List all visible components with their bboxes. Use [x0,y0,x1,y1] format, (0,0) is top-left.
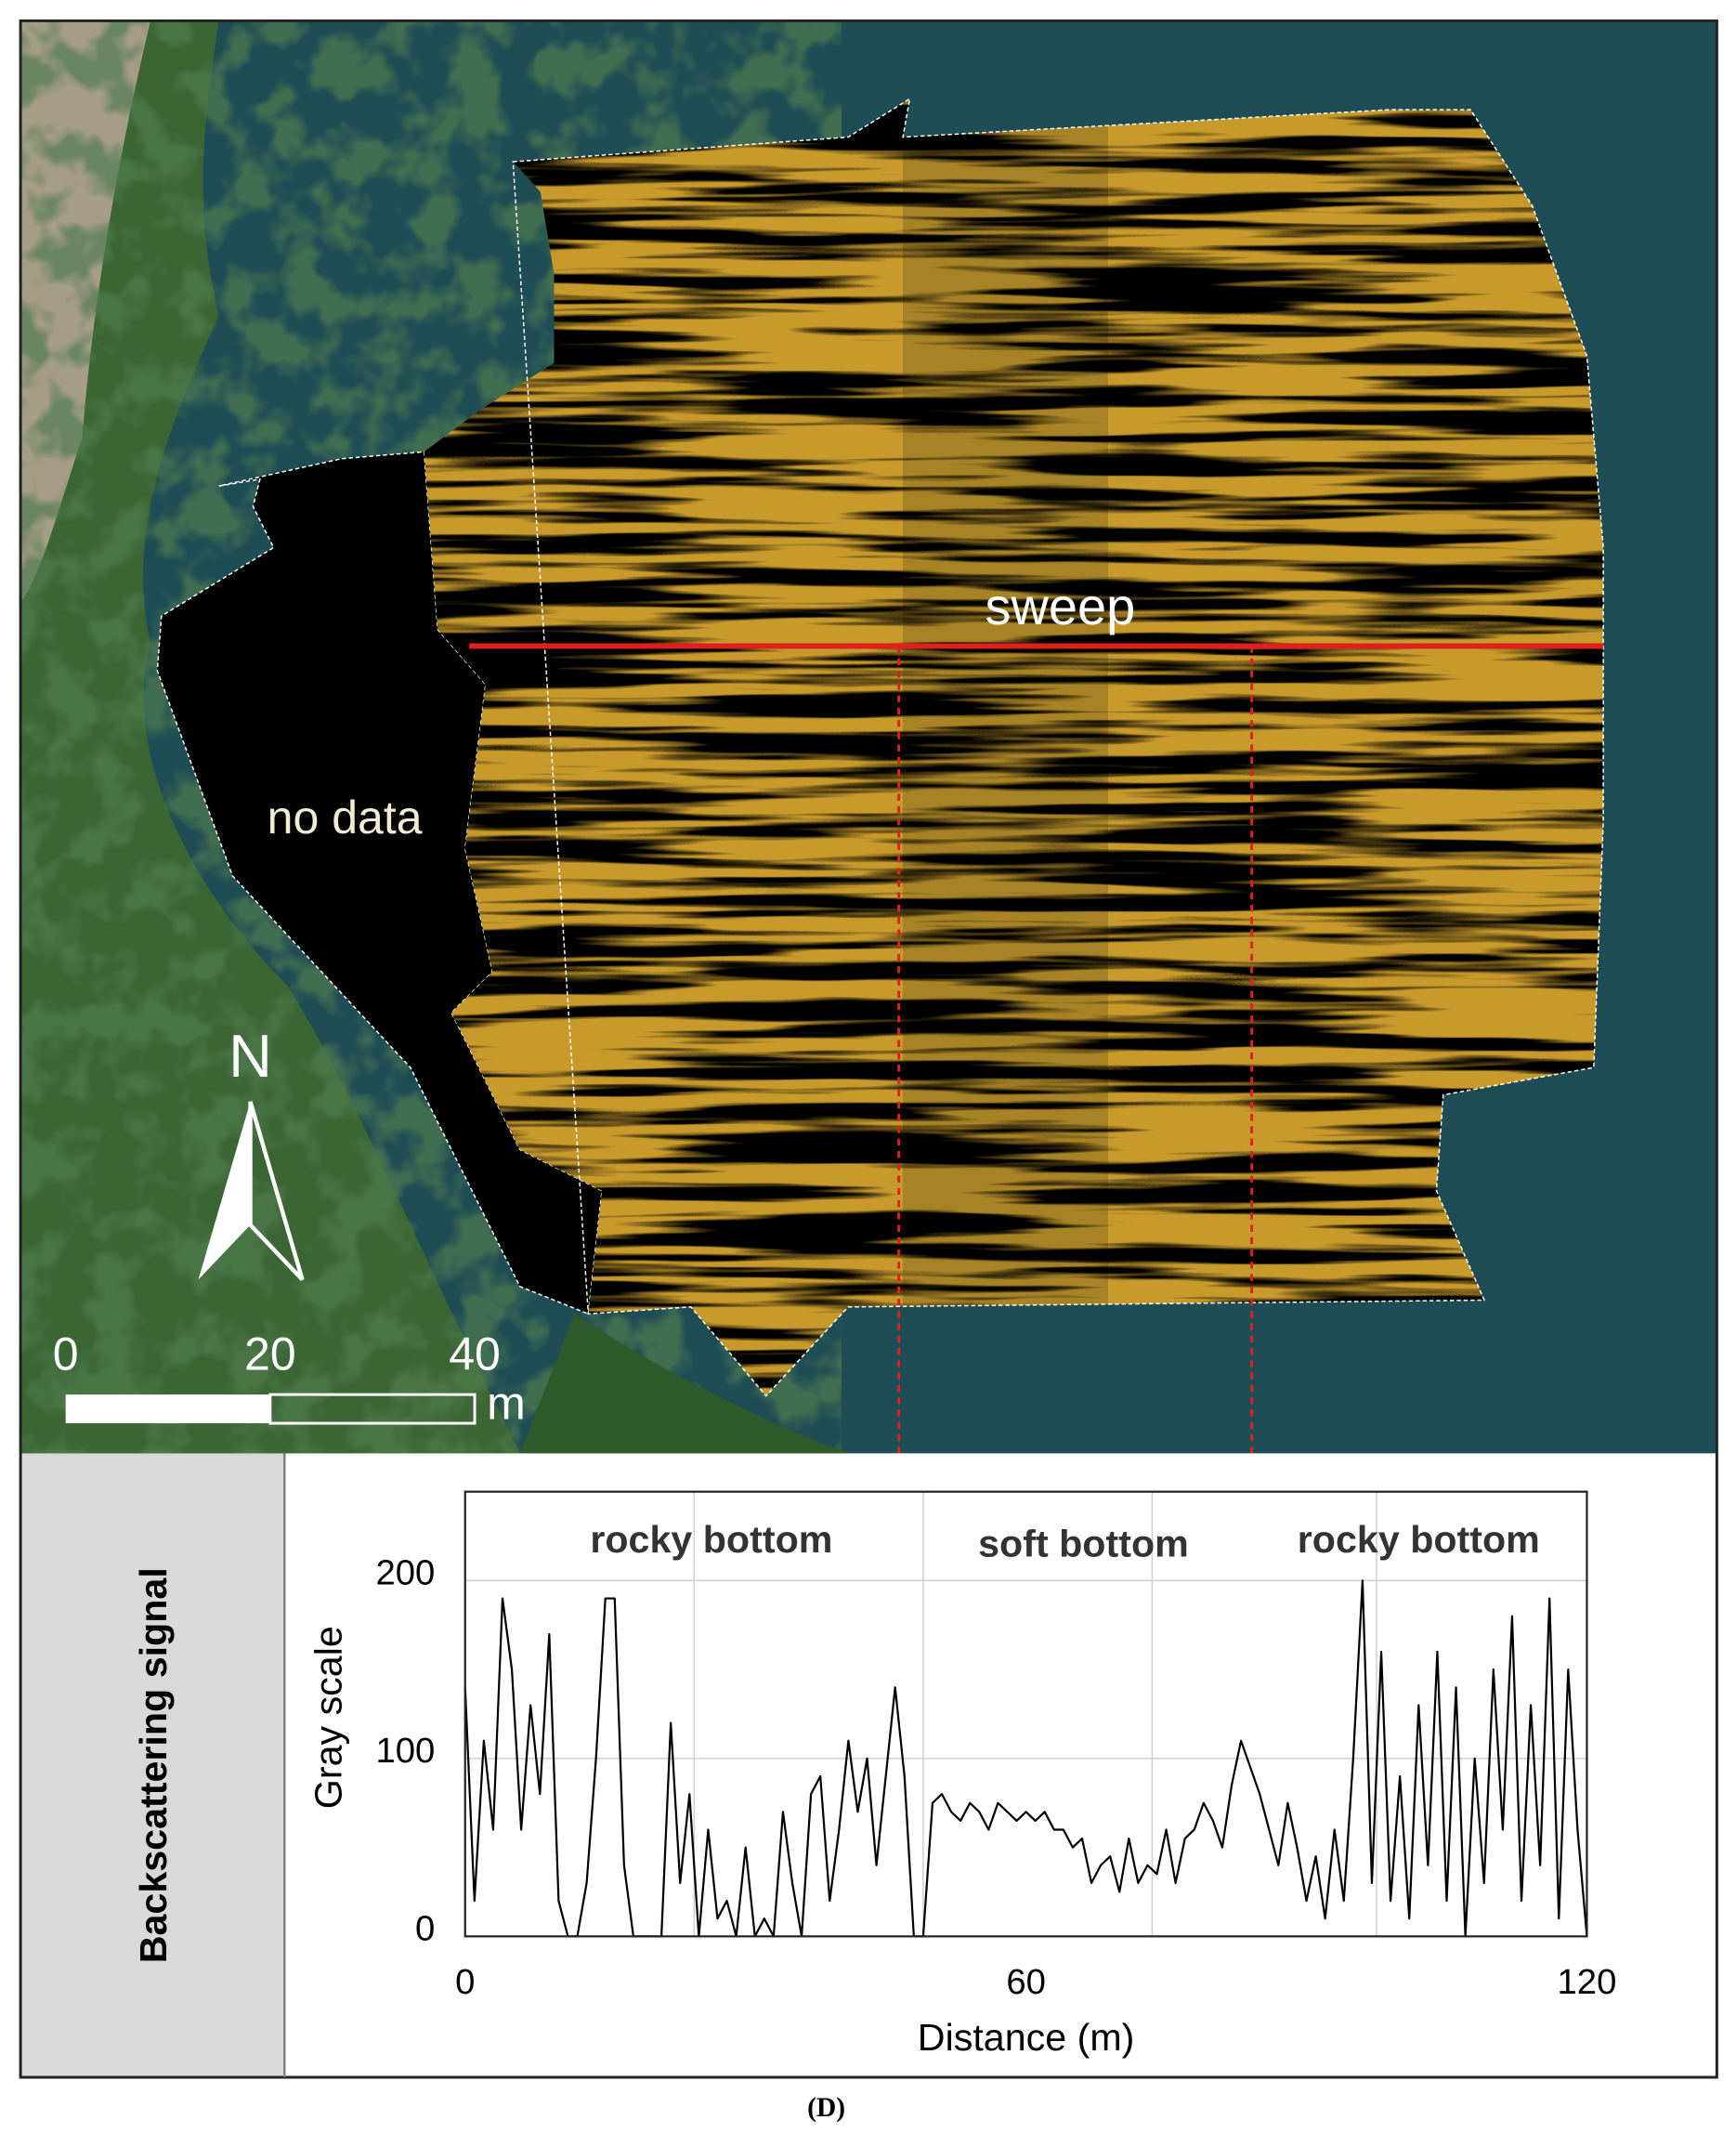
mosaic-outline [512,97,1604,1397]
x-tick-label: 120 [1558,1962,1617,2002]
region-label: rocky bottom [1298,1518,1540,1561]
panel-label-box [20,1453,285,2078]
no-data-area [156,451,603,1315]
scale-unit: m [487,1378,526,1430]
region-label: soft bottom [978,1522,1189,1564]
sweep-label: sweep [985,577,1136,635]
panel-label: Backscattering signal [132,1567,175,1963]
mosaic-streaks [424,98,1604,1396]
x-axis-title: Distance (m) [918,2016,1135,2059]
plot-frame [463,1490,1588,1938]
north-arrow-right [248,1101,305,1281]
scale-bar: 0 20 40m [53,1328,526,1430]
figure-frame [19,19,1718,2079]
x-tick-label: 60 [1006,1962,1046,2002]
chart-box [284,1453,1717,2078]
scale-segment [65,1394,270,1424]
y-tick-label: 200 [375,1553,435,1593]
scale-label: 0 [53,1328,79,1381]
map: sweep no data N 0 20 40m [20,20,1717,1454]
y-axis-title: Gray scale [307,1626,349,1809]
scale-segment [268,1393,476,1425]
north-label: N [228,1022,272,1090]
x-tick-label: 0 [455,1962,475,2002]
trees [519,1314,849,1454]
region-label: rocky bottom [590,1518,832,1561]
plot: 0 100 200 0 60 120 rocky bottom soft bottom rock… [375,1490,1617,2002]
sonar-mosaic [424,98,1604,1396]
scale-label: 20 [244,1328,296,1381]
no-data-label: no data [268,792,423,844]
scale-label: 40 [449,1328,501,1381]
y-tick-label: 100 [375,1731,435,1771]
y-tick-label: 0 [415,1909,435,1949]
caption: (D) [807,2093,845,2123]
